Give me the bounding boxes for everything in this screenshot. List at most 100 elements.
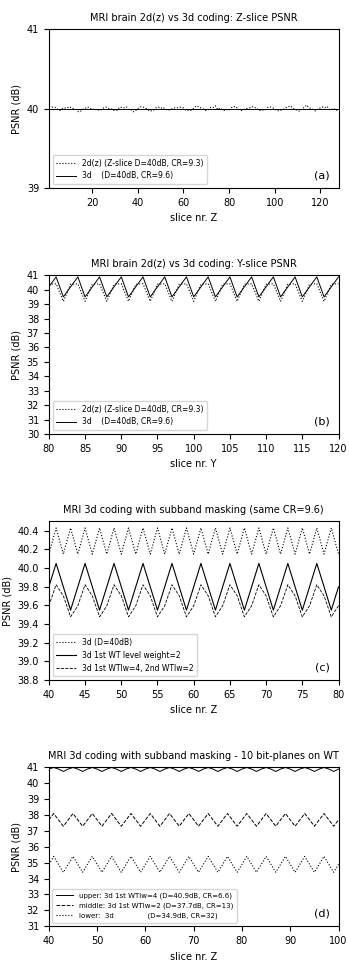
Line: 2d(z) (Z-slice D=40dB, CR=9.3): 2d(z) (Z-slice D=40dB, CR=9.3) <box>49 284 339 301</box>
3d 1st WTlw=4, 2nd WTlw=2 <box>271 611 275 623</box>
Title: MRI 3d coding with subband masking (same CR=9.6): MRI 3d coding with subband masking (same… <box>64 505 324 515</box>
lower:  3d               (D=34.9dB, CR=32): (74, 34.9): 3d (D=34.9dB, CR=32): (74, 34.9) <box>211 858 215 870</box>
3d (D=40dB) <box>293 548 297 560</box>
3d 1st WT level weight=2 <box>336 581 341 593</box>
2d(z) (Z-slice D=40dB, CR=9.3) <box>90 279 95 291</box>
3d    (D=40dB, CR=9.6) <box>141 271 145 283</box>
2d(z) (Z-slice D=40dB, CR=9.3) <box>286 279 290 291</box>
2d(z) (Z-slice D=40dB, CR=9.3) <box>76 278 80 290</box>
3d 1st WT level weight=2 <box>257 558 261 569</box>
3d 1st WTlw=4, 2nd WTlw=2 <box>206 590 210 602</box>
3d    (D=40dB, CR=9.6) <box>327 102 332 114</box>
3d 1st WTlw=4, 2nd WTlw=2 <box>170 579 174 591</box>
3d    (D=40dB, CR=9.6) <box>221 281 225 292</box>
Legend: upper: 3d 1st WTlw=4 (D=40.9dB, CR=6.6), middle: 3d 1st WTlw=2 (D=37.7dB, CR=13): upper: 3d 1st WTlw=4 (D=40.9dB, CR=6.6),… <box>52 889 237 922</box>
3d (D=40dB) <box>329 522 333 533</box>
2d(z) (Z-slice D=40dB, CR=9.3) <box>192 295 196 307</box>
3d    (D=40dB, CR=9.6) <box>170 291 174 302</box>
3d    (D=40dB, CR=9.6) <box>307 281 312 292</box>
3d    (D=40dB, CR=9.6) <box>293 271 297 283</box>
3d 1st WT level weight=2 <box>264 581 268 593</box>
3d (D=40dB) <box>68 522 73 533</box>
2d(z) (Z-slice D=40dB, CR=9.3) <box>329 279 333 291</box>
3d 1st WTlw=4, 2nd WTlw=2 <box>242 611 246 623</box>
3d (D=40dB) <box>184 522 188 533</box>
3d (D=40dB) <box>61 548 66 560</box>
upper: 3d 1st WTlw=4 (D=40.9dB, CR=6.6): (100, 40.9): 3d 1st WTlw=4 (D=40.9dB, CR=6.6): (100, … <box>336 763 341 775</box>
2d(z) (Z-slice D=40dB, CR=9.3) <box>300 295 304 307</box>
3d    (D=40dB, CR=9.6) <box>68 281 73 292</box>
3d (D=40dB) <box>105 548 109 560</box>
3d 1st WT level weight=2 <box>163 581 167 593</box>
3d    (D=40dB, CR=9.6) <box>286 281 290 292</box>
2d(z) (Z-slice D=40dB, CR=9.3) <box>177 279 181 291</box>
middle: 3d 1st WTlw=2 (D=37.7dB, CR=13): (94, 37.7): 3d 1st WTlw=2 (D=37.7dB, CR=13): (94, 37… <box>307 814 312 826</box>
3d 1st WTlw=4, 2nd WTlw=2 <box>315 579 319 591</box>
middle: 3d 1st WTlw=2 (D=37.7dB, CR=13): (41, 38.1): 3d 1st WTlw=2 (D=37.7dB, CR=13): (41, 38… <box>52 807 56 819</box>
3d    (D=40dB, CR=9.6) <box>184 271 188 283</box>
2d(z) (Z-slice D=40dB, CR=9.3) <box>141 278 145 290</box>
3d 1st WTlw=4, 2nd WTlw=2 <box>329 611 333 623</box>
3d 1st WT level weight=2 <box>206 581 210 593</box>
3d 1st WTlw=4, 2nd WTlw=2 <box>155 611 159 623</box>
Title: MRI brain 2d(z) vs 3d coding: Z-slice PSNR: MRI brain 2d(z) vs 3d coding: Z-slice PS… <box>90 13 297 23</box>
3d    (D=40dB, CR=9.6) <box>271 271 275 283</box>
3d    (D=40dB, CR=9.6) <box>83 291 87 302</box>
3d 1st WTlw=4, 2nd WTlw=2 <box>192 600 196 611</box>
3d 1st WTlw=4, 2nd WTlw=2 <box>293 590 297 602</box>
middle: 3d 1st WTlw=2 (D=37.7dB, CR=13): (74, 37.7): 3d 1st WTlw=2 (D=37.7dB, CR=13): (74, 37… <box>211 814 215 826</box>
2d(z) (Z-slice D=40dB, CR=9.3) <box>271 278 275 290</box>
2d(z) (Z-slice D=40dB, CR=9.3) <box>131 106 135 118</box>
3d    (D=40dB, CR=9.6) <box>336 271 341 283</box>
Line: upper: 3d 1st WTlw=4 (D=40.9dB, CR=6.6): upper: 3d 1st WTlw=4 (D=40.9dB, CR=6.6) <box>49 767 339 771</box>
3d (D=40dB) <box>134 548 138 560</box>
3d (D=40dB) <box>242 522 246 533</box>
3d 1st WT level weight=2 <box>105 581 109 593</box>
2d(z) (Z-slice D=40dB, CR=9.3) <box>118 101 122 113</box>
middle: 3d 1st WTlw=2 (D=37.7dB, CR=13): (78, 37.7): 3d 1st WTlw=2 (D=37.7dB, CR=13): (78, 37… <box>230 814 235 826</box>
3d 1st WTlw=4, 2nd WTlw=2 <box>112 579 116 591</box>
Text: (b): (b) <box>314 416 330 426</box>
Legend: 2d(z) (Z-slice D=40dB, CR=9.3), 3d    (D=40dB, CR=9.6): 2d(z) (Z-slice D=40dB, CR=9.3), 3d (D=40… <box>53 155 207 184</box>
3d (D=40dB) <box>199 522 203 533</box>
Line: 3d 1st WT level weight=2: 3d 1st WT level weight=2 <box>49 564 339 610</box>
3d (D=40dB) <box>192 548 196 560</box>
3d 1st WT level weight=2 <box>76 581 80 593</box>
3d 1st WTlw=4, 2nd WTlw=2 <box>177 590 181 602</box>
upper: 3d 1st WTlw=4 (D=40.9dB, CR=6.6): (41, 41): 3d 1st WTlw=4 (D=40.9dB, CR=6.6): (41, 4… <box>52 761 56 773</box>
Text: (c): (c) <box>315 662 330 672</box>
3d 1st WTlw=4, 2nd WTlw=2 <box>163 600 167 611</box>
3d 1st WTlw=4, 2nd WTlw=2 <box>119 590 124 602</box>
2d(z) (Z-slice D=40dB, CR=9.3) <box>54 278 58 290</box>
2d(z) (Z-slice D=40dB, CR=9.3) <box>257 295 261 307</box>
2d(z) (Z-slice D=40dB, CR=9.3) <box>315 278 319 290</box>
3d (D=40dB) <box>148 548 153 560</box>
2d(z) (Z-slice D=40dB, CR=9.3) <box>336 103 341 115</box>
3d 1st WTlw=4, 2nd WTlw=2 <box>336 600 341 611</box>
2d(z) (Z-slice D=40dB, CR=9.3) <box>322 295 326 307</box>
3d    (D=40dB, CR=9.6) <box>154 102 158 114</box>
upper: 3d 1st WTlw=4 (D=40.9dB, CR=6.6): (74, 40.9): 3d 1st WTlw=4 (D=40.9dB, CR=6.6): (74, 4… <box>211 763 215 775</box>
X-axis label: slice nr. Y: slice nr. Y <box>170 459 217 469</box>
2d(z) (Z-slice D=40dB, CR=9.3) <box>184 278 188 290</box>
upper: 3d 1st WTlw=4 (D=40.9dB, CR=6.6): (78, 40.9): 3d 1st WTlw=4 (D=40.9dB, CR=6.6): (78, 4… <box>230 763 235 775</box>
3d (D=40dB) <box>221 548 225 560</box>
3d 1st WT level weight=2 <box>286 558 290 569</box>
3d (D=40dB) <box>97 522 102 533</box>
2d(z) (Z-slice D=40dB, CR=9.3) <box>68 279 73 291</box>
3d    (D=40dB, CR=9.6) <box>165 102 170 114</box>
Title: MRI brain 2d(z) vs 3d coding: Y-slice PSNR: MRI brain 2d(z) vs 3d coding: Y-slice PS… <box>91 259 297 269</box>
3d 1st WT level weight=2 <box>148 581 153 593</box>
3d 1st WT level weight=2 <box>250 581 254 593</box>
2d(z) (Z-slice D=40dB, CR=9.3) <box>134 279 138 291</box>
middle: 3d 1st WTlw=2 (D=37.7dB, CR=13): (43, 37.3): 3d 1st WTlw=2 (D=37.7dB, CR=13): (43, 37… <box>61 820 66 832</box>
3d (D=40dB) <box>119 548 124 560</box>
lower:  3d               (D=34.9dB, CR=32): (78, 34.9): 3d (D=34.9dB, CR=32): (78, 34.9) <box>230 858 235 870</box>
3d 1st WTlw=4, 2nd WTlw=2 <box>141 579 145 591</box>
3d 1st WTlw=4, 2nd WTlw=2 <box>307 600 312 611</box>
2d(z) (Z-slice D=40dB, CR=9.3) <box>83 295 87 307</box>
3d 1st WTlw=4, 2nd WTlw=2 <box>54 579 58 591</box>
3d    (D=40dB, CR=9.6) <box>228 271 232 283</box>
2d(z) (Z-slice D=40dB, CR=9.3) <box>279 295 283 307</box>
3d 1st WT level weight=2 <box>134 581 138 593</box>
